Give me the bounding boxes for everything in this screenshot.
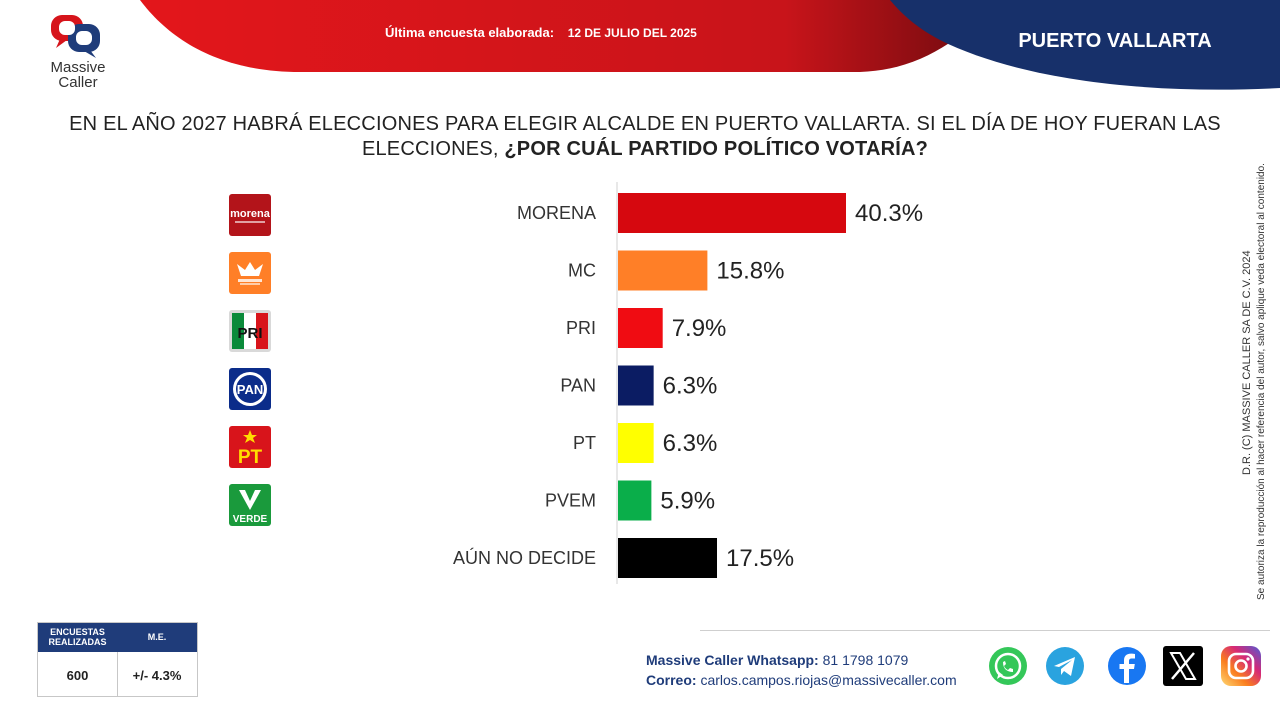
- facebook-icon[interactable]: [1106, 645, 1148, 687]
- whatsapp-label: Massive Caller Whatsapp:: [646, 652, 819, 668]
- svg-text:VERDE: VERDE: [233, 514, 268, 525]
- brand-name-line2: Caller: [58, 74, 98, 91]
- copyright-notice: D.R. (C) MASSIVE CALLER SA DE C.V. 2024 …: [1228, 150, 1272, 600]
- survey-date-value: 12 DE JULIO DEL 2025: [567, 26, 697, 40]
- value-label: 6.3%: [663, 373, 718, 400]
- category-label: PVEM: [545, 491, 596, 511]
- bar: [618, 480, 652, 521]
- email-label: Correo:: [646, 672, 697, 688]
- bar: [618, 250, 708, 291]
- vote-intention-bar-chart: MORENA 40.3% MC 15.8% PRI 7.9% PAN 6.3% PT 6.3% PV…: [453, 182, 923, 584]
- category-label: PT: [573, 433, 596, 453]
- contact-email: Correo: carlos.campos.riojas@massivecall…: [646, 670, 957, 690]
- city-title: PUERTO VALLARTA: [1018, 30, 1212, 52]
- brand-name-line1: Massive: [50, 59, 106, 76]
- stats-divider: [117, 652, 118, 696]
- stats-header: ENCUESTAS REALIZADAS M.E.: [38, 623, 197, 652]
- stats-margin-value: +/- 4.3%: [132, 668, 182, 683]
- question-emphasis: ¿POR CUÁL PARTIDO POLÍTICO VOTARÍA?: [504, 138, 929, 160]
- pan-logo-icon: PAN: [229, 368, 271, 410]
- svg-text:morena: morena: [230, 208, 271, 220]
- whatsapp-icon[interactable]: [987, 645, 1029, 687]
- category-label: MORENA: [517, 203, 596, 223]
- value-label: 17.5%: [726, 545, 794, 572]
- contact-whatsapp: Massive Caller Whatsapp: 81 1798 1079: [646, 650, 957, 670]
- category-label: PRI: [566, 318, 596, 338]
- stats-header-surveys: ENCUESTAS REALIZADAS: [38, 627, 117, 647]
- stats-header-surveys-line2: REALIZADAS: [48, 637, 107, 647]
- x-icon[interactable]: [1162, 645, 1204, 687]
- category-label: PAN: [560, 376, 596, 396]
- stats-header-surveys-line1: ENCUESTAS: [50, 627, 105, 637]
- morena-logo-icon: morena: [229, 194, 271, 236]
- navy-banner-shape: [890, 0, 1280, 90]
- contact-info: Massive Caller Whatsapp: 81 1798 1079 Co…: [646, 650, 957, 690]
- bar: [618, 365, 654, 406]
- mc-logo-icon: [229, 252, 271, 294]
- whatsapp-number[interactable]: 81 1798 1079: [822, 652, 909, 668]
- value-label: 5.9%: [660, 488, 715, 515]
- category-label: MC: [568, 261, 596, 281]
- pt-logo-icon: PT: [229, 426, 271, 468]
- svg-text:PT: PT: [238, 447, 263, 468]
- survey-stats-table: ENCUESTAS REALIZADAS M.E. 600 +/- 4.3%: [37, 622, 198, 697]
- svg-text:PAN: PAN: [237, 382, 263, 397]
- bar: [618, 538, 718, 578]
- category-label: AÚN NO DECIDE: [453, 547, 596, 568]
- telegram-icon[interactable]: [1044, 645, 1086, 687]
- value-label: 40.3%: [855, 200, 923, 227]
- value-label: 6.3%: [663, 430, 718, 457]
- bar: [618, 423, 654, 463]
- copyright-line2: Se autoriza la reproducción al hacer ref…: [1256, 163, 1267, 600]
- pri-logo-icon: PRI: [229, 310, 271, 352]
- svg-text:PRI: PRI: [237, 325, 262, 342]
- question-text: EN EL AÑO 2027 HABRÁ ELECCIONES PARA ELE…: [69, 113, 1221, 160]
- stats-header-margin: M.E.: [147, 632, 167, 642]
- top-banner: [140, 0, 1280, 90]
- value-label: 7.9%: [672, 315, 727, 342]
- logo-mark-icon: [51, 15, 100, 58]
- bar: [618, 308, 663, 348]
- bar: [618, 193, 846, 233]
- pvem-logo-icon: VERDE: [229, 484, 271, 526]
- footer-divider: [700, 630, 1270, 631]
- red-banner-shape: [140, 0, 1000, 72]
- survey-date-label: Última encuesta elaborada:: [385, 25, 555, 40]
- stats-surveys-value: 600: [66, 668, 89, 683]
- survey-question: EN EL AÑO 2027 HABRÁ ELECCIONES PARA ELE…: [60, 112, 1230, 162]
- value-label: 15.8%: [716, 258, 784, 285]
- survey-date-line: Última encuesta elaborada: 12 DE JULIO D…: [385, 25, 697, 40]
- copyright-line1: D.R. (C) MASSIVE CALLER SA DE C.V. 2024: [1241, 250, 1253, 475]
- instagram-icon[interactable]: [1220, 645, 1262, 687]
- massive-caller-logo: Massive Caller: [38, 12, 118, 96]
- email-address[interactable]: carlos.campos.riojas@massivecaller.com: [700, 672, 957, 688]
